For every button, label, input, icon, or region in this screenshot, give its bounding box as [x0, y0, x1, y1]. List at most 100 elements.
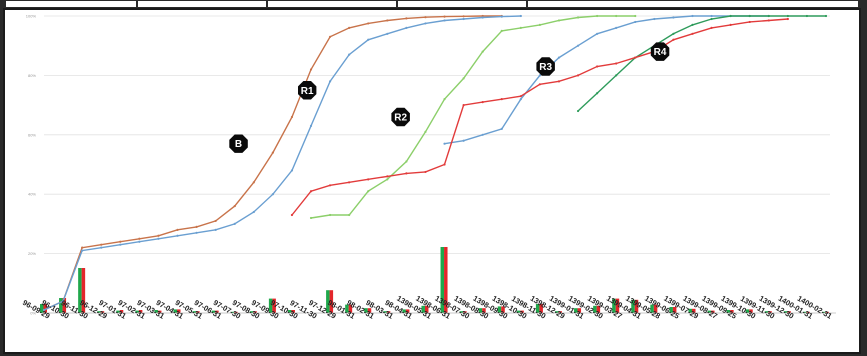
y-tick-label: 40% [28, 192, 36, 197]
series-point [348, 26, 351, 29]
series-point [786, 17, 789, 21]
series-point [500, 98, 503, 101]
bar-green [154, 310, 158, 313]
bar-green [554, 311, 559, 313]
marker-label-r4: R4 [654, 47, 667, 58]
series-point [615, 62, 618, 65]
series-point [367, 22, 370, 25]
series-point [328, 213, 332, 217]
bar-red [768, 311, 772, 313]
series-line-r3b [291, 18, 788, 216]
series-point [748, 20, 751, 24]
bar-red [367, 308, 372, 313]
series-point [61, 300, 65, 303]
series-point [748, 14, 751, 18]
bar-green [612, 298, 616, 313]
series-point [348, 181, 351, 184]
bar-red [711, 310, 715, 313]
series-point [691, 14, 694, 18]
bar-red [291, 310, 295, 313]
series-point [100, 243, 103, 246]
series-point [767, 19, 770, 22]
series-point [462, 15, 465, 18]
series-point [576, 109, 580, 113]
series-point [615, 14, 618, 18]
bar-red [272, 298, 276, 313]
bar-green [726, 310, 731, 313]
series-point [138, 240, 141, 243]
series-point [729, 23, 732, 27]
series-point [214, 228, 217, 231]
series-point [615, 26, 618, 29]
series-point [729, 14, 732, 18]
series-point [176, 234, 179, 237]
series-point [443, 142, 446, 145]
bar-green [116, 310, 120, 313]
bar-red [520, 310, 524, 313]
series-point [481, 50, 484, 53]
series-point [691, 32, 694, 35]
bar-green [802, 311, 807, 313]
series-point [443, 15, 446, 18]
series-line-b [43, 15, 502, 311]
bar-red [482, 308, 486, 313]
bar-red [386, 311, 391, 313]
series-point [462, 139, 465, 142]
marker-octagon-r3 [536, 57, 555, 76]
bar-red [653, 304, 658, 313]
series-point [100, 246, 103, 249]
series-point [157, 237, 160, 240]
bar-green [402, 309, 406, 313]
bar-red [138, 310, 143, 313]
bar-green [440, 247, 445, 313]
series-point [500, 127, 503, 130]
series-point [309, 124, 313, 127]
bar-green [383, 311, 387, 313]
series-point [500, 29, 503, 32]
series-point [481, 16, 484, 19]
series-point [119, 240, 122, 243]
bar-green [78, 268, 82, 313]
series-point [443, 163, 446, 166]
series-point [290, 213, 294, 217]
series-point [405, 160, 408, 163]
series-point [710, 14, 713, 18]
bar-green [59, 298, 63, 313]
bar-red [634, 299, 639, 313]
series-point [424, 16, 427, 19]
series-point [81, 246, 84, 249]
bar-red [177, 309, 181, 313]
series-point [348, 213, 351, 217]
series-point [557, 80, 561, 83]
bar-green [822, 311, 826, 313]
series-point [481, 101, 484, 104]
bar-red [62, 298, 67, 313]
series-point [328, 35, 332, 38]
y-tick-label: 0% [30, 311, 36, 316]
bar-green [326, 290, 330, 313]
bar-red [100, 311, 105, 313]
bar-red [501, 306, 505, 313]
bar-red [157, 310, 162, 313]
series-point [576, 44, 580, 47]
bar-green [364, 308, 368, 313]
bar-red [825, 311, 829, 313]
series-point [424, 170, 427, 174]
bar-red [424, 305, 429, 313]
series-point [481, 133, 484, 136]
bar-red [749, 309, 753, 313]
series-point [405, 172, 408, 175]
bar-red [196, 311, 200, 313]
series-point [290, 115, 294, 119]
series-point [328, 80, 332, 83]
series-point [557, 19, 561, 22]
series-point [710, 17, 713, 21]
series-point [233, 222, 236, 225]
series-point [195, 225, 198, 228]
bar-red [558, 311, 562, 313]
series-point [443, 98, 446, 101]
marker-label-r3: R3 [539, 62, 552, 73]
series-point [386, 175, 389, 178]
series-line-r1 [43, 15, 521, 311]
bar-red [577, 308, 582, 313]
